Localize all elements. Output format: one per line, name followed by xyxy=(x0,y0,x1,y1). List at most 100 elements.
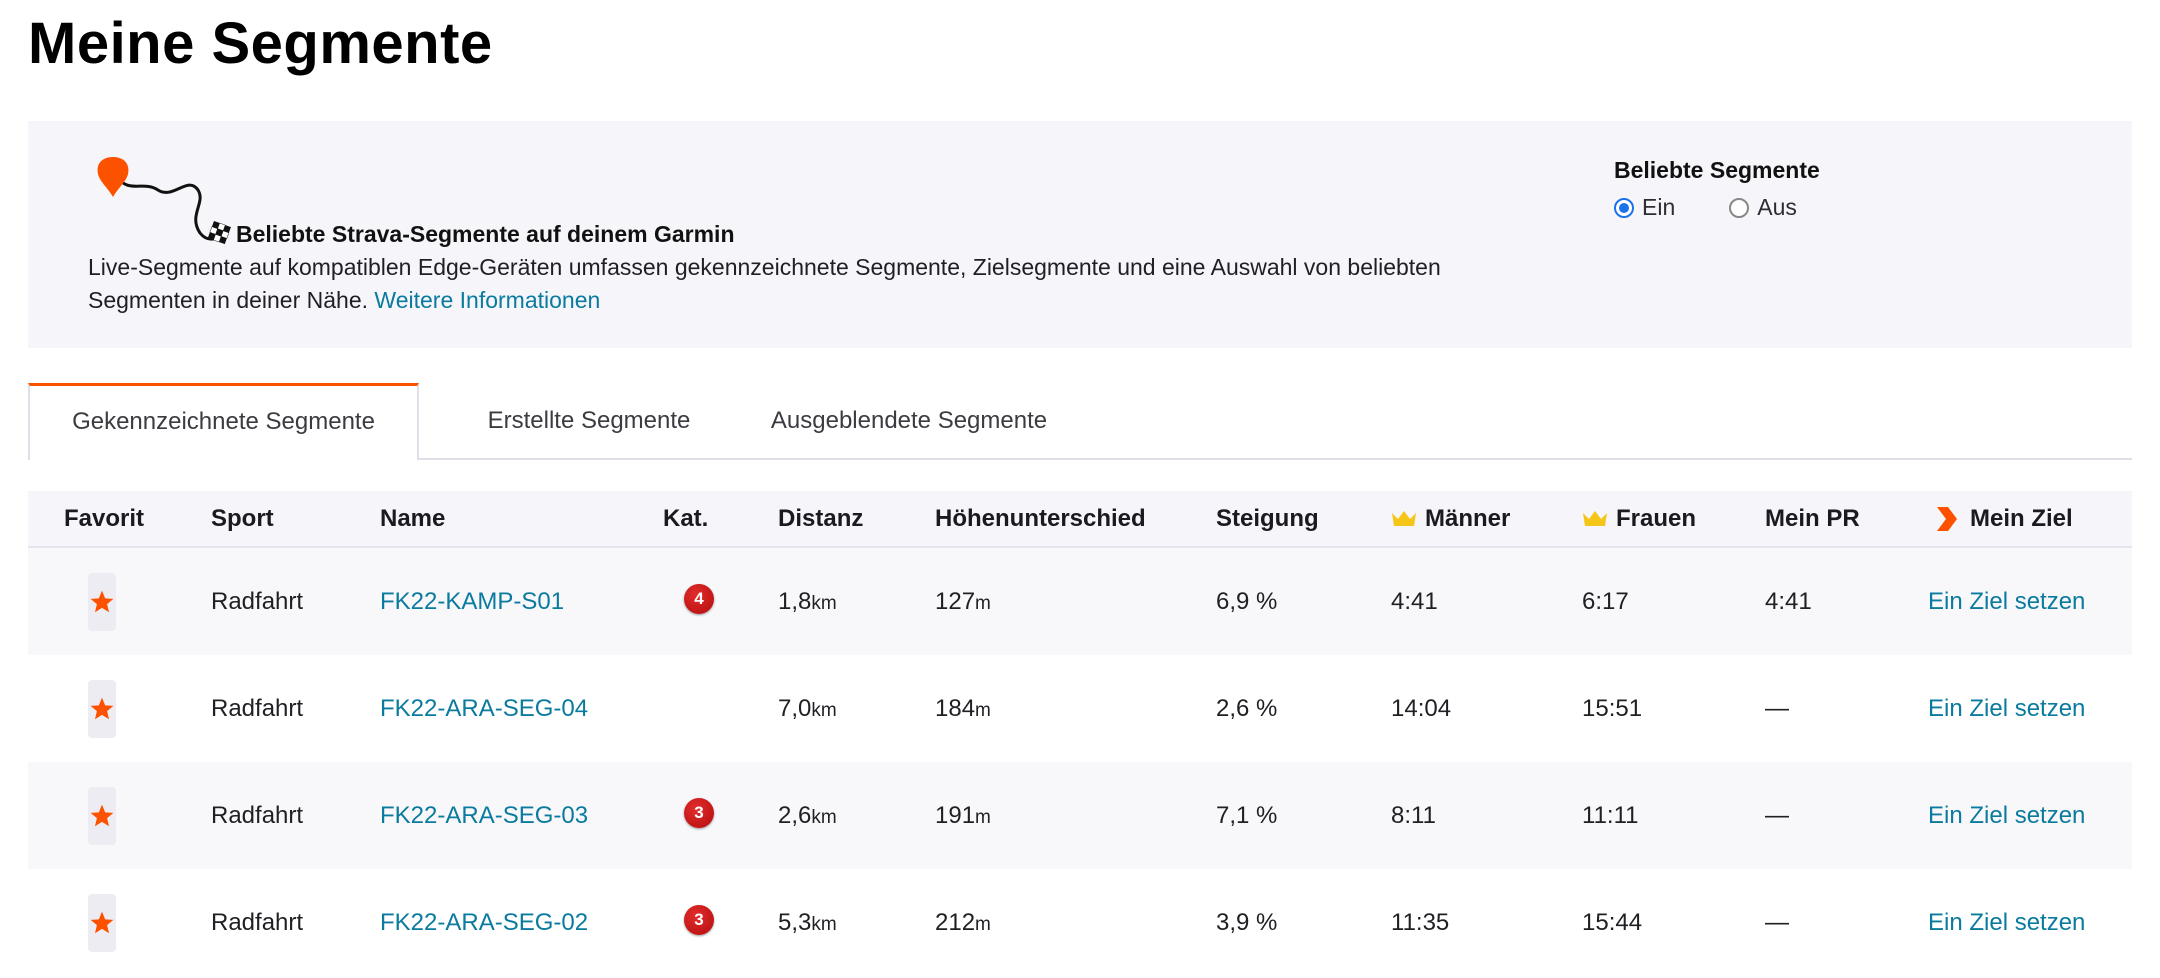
distance-cell: 2,6km xyxy=(778,762,837,869)
radio-on[interactable]: Ein xyxy=(1614,194,1675,221)
radio-on-label: Ein xyxy=(1642,194,1676,220)
grade-cell: 3,9 % xyxy=(1216,909,1278,936)
distance-cell: 7,0km xyxy=(778,655,837,762)
star-icon xyxy=(90,697,114,720)
radio-off-label: Aus xyxy=(1757,194,1797,220)
tab-starred-segments[interactable]: Gekennzeichnete Segmente xyxy=(28,383,419,460)
elevation-cell: 127m xyxy=(935,548,991,655)
popular-segments-setting: Beliebte Segmente Ein Aus xyxy=(1614,157,1851,221)
pr-cell: — xyxy=(1765,695,1789,722)
category-badge: 3 xyxy=(684,905,714,935)
women-qom-cell: 6:17 xyxy=(1582,588,1629,615)
elevation-unit: m xyxy=(975,807,991,828)
segments-table: Favorit Sport Name Kat. Distanz Höhenunt… xyxy=(28,491,2132,976)
elevation-unit: m xyxy=(975,593,991,614)
sport-cell: Radfahrt xyxy=(211,695,304,722)
header-name[interactable]: Name xyxy=(380,505,446,532)
distance-value: 7,0 xyxy=(778,695,812,722)
women-qom-cell: 15:44 xyxy=(1582,909,1643,936)
distance-value: 1,8 xyxy=(778,588,812,615)
star-icon xyxy=(90,804,114,827)
table-row: Radfahrt FK22-ARA-SEG-04 7,0km 184m 2,6 … xyxy=(28,655,2132,762)
distance-unit: km xyxy=(811,700,837,721)
header-goal[interactable]: Mein Ziel xyxy=(1936,491,2073,546)
popular-segments-panel: Beliebte Strava-Segmente auf deinem Garm… xyxy=(28,121,2132,348)
elevation-value: 184 xyxy=(935,695,976,722)
elevation-cell: 184m xyxy=(935,655,991,762)
header-men-label: Männer xyxy=(1425,505,1511,532)
set-goal-link[interactable]: Ein Ziel setzen xyxy=(1928,802,2086,829)
header-sport[interactable]: Sport xyxy=(211,505,274,532)
tab-created-segments[interactable]: Erstellte Segmente xyxy=(487,407,691,434)
favorite-star-button[interactable] xyxy=(88,787,116,845)
elevation-unit: m xyxy=(975,914,991,935)
grade-cell: 7,1 % xyxy=(1216,802,1278,829)
grade-cell: 2,6 % xyxy=(1216,695,1278,722)
pr-cell: — xyxy=(1765,909,1789,936)
category-badge: 3 xyxy=(684,798,714,828)
distance-unit: km xyxy=(811,914,837,935)
set-goal-link[interactable]: Ein Ziel setzen xyxy=(1928,588,2086,615)
category-badge: 4 xyxy=(684,584,714,614)
sport-cell: Radfahrt xyxy=(211,909,304,936)
segment-tabs: Gekennzeichnete Segmente Erstellte Segme… xyxy=(28,383,2132,460)
distance-cell: 5,3km xyxy=(778,869,837,976)
star-icon xyxy=(90,911,114,934)
elevation-cell: 191m xyxy=(935,762,991,869)
segment-name-link[interactable]: FK22-ARA-SEG-02 xyxy=(380,909,589,936)
header-pr[interactable]: Mein PR xyxy=(1765,505,1860,532)
distance-value: 5,3 xyxy=(778,909,812,936)
header-grade[interactable]: Steigung xyxy=(1216,505,1319,532)
segment-name-link[interactable]: FK22-ARA-SEG-04 xyxy=(380,695,589,722)
radio-off-indicator[interactable] xyxy=(1729,197,1750,218)
table-row: Radfahrt FK22-ARA-SEG-02 3 5,3km 212m 3,… xyxy=(28,869,2132,976)
elevation-value: 127 xyxy=(935,588,976,615)
favorite-star-button[interactable] xyxy=(88,680,116,738)
distance-unit: km xyxy=(811,807,837,828)
popular-segments-title: Beliebte Segmente xyxy=(1614,157,1820,183)
distance-cell: 1,8km xyxy=(778,548,837,655)
info-description: Live-Segmente auf kompatiblen Edge-Gerät… xyxy=(88,251,1488,317)
crown-icon xyxy=(1392,510,1416,526)
table-header: Favorit Sport Name Kat. Distanz Höhenunt… xyxy=(28,491,2132,548)
crown-icon xyxy=(1583,510,1607,526)
elevation-unit: m xyxy=(975,700,991,721)
header-goal-label: Mein Ziel xyxy=(1970,505,2073,532)
info-heading: Beliebte Strava-Segmente auf deinem Garm… xyxy=(236,221,735,247)
header-category[interactable]: Kat. xyxy=(663,505,709,532)
favorite-star-button[interactable] xyxy=(88,894,116,952)
info-text: Live-Segmente auf kompatiblen Edge-Gerät… xyxy=(88,254,1441,313)
sport-cell: Radfahrt xyxy=(211,588,304,615)
header-favorite[interactable]: Favorit xyxy=(64,505,145,532)
men-kom-cell: 14:04 xyxy=(1391,695,1452,722)
set-goal-link[interactable]: Ein Ziel setzen xyxy=(1928,695,2086,722)
men-kom-cell: 4:41 xyxy=(1391,588,1438,615)
women-qom-cell: 11:11 xyxy=(1582,802,1639,829)
set-goal-link[interactable]: Ein Ziel setzen xyxy=(1928,909,2086,936)
segment-name-link[interactable]: FK22-ARA-SEG-03 xyxy=(380,802,589,829)
header-men[interactable]: Männer xyxy=(1391,491,1510,546)
header-women-label: Frauen xyxy=(1616,505,1697,532)
grade-cell: 6,9 % xyxy=(1216,588,1278,615)
tab-hidden-segments[interactable]: Ausgeblendete Segmente xyxy=(770,407,1048,434)
table-row: Radfahrt FK22-KAMP-S01 4 1,8km 127m 6,9 … xyxy=(28,548,2132,655)
favorite-star-button[interactable] xyxy=(88,573,116,631)
star-icon xyxy=(90,590,114,613)
pr-cell: 4:41 xyxy=(1765,588,1812,615)
table-row: Radfahrt FK22-ARA-SEG-03 3 2,6km 191m 7,… xyxy=(28,762,2132,869)
popular-segments-radio-group: Ein Aus xyxy=(1614,194,1851,221)
distance-value: 2,6 xyxy=(778,802,812,829)
segment-name-link[interactable]: FK22-KAMP-S01 xyxy=(380,588,565,615)
header-elevation[interactable]: Höhenunterschied xyxy=(935,505,1146,532)
goal-chevron-icon xyxy=(1937,506,1957,531)
header-distance[interactable]: Distanz xyxy=(778,505,864,532)
radio-off[interactable]: Aus xyxy=(1729,194,1797,221)
women-qom-cell: 15:51 xyxy=(1582,695,1643,722)
radio-on-indicator[interactable] xyxy=(1614,197,1634,218)
more-info-link[interactable]: Weitere Informationen xyxy=(374,287,601,313)
men-kom-cell: 11:35 xyxy=(1391,909,1450,936)
header-women[interactable]: Frauen xyxy=(1582,491,1696,546)
distance-unit: km xyxy=(811,593,837,614)
elevation-cell: 212m xyxy=(935,869,991,976)
